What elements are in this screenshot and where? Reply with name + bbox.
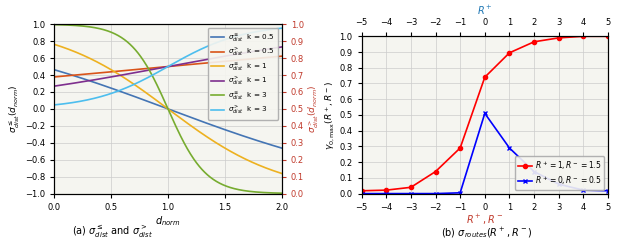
$R^+=1, R^-=1.5$ — [604, 35, 612, 38]
$\sigma^{\leq}_{dist}$  k = 0.5 — [159, 105, 166, 108]
$\sigma^{>}_{dist}$  k = 1 — [186, 61, 193, 64]
$R^+=1, R^-=1.5$ — [382, 189, 390, 192]
$\sigma^{>}_{dist}$  k = 1 — [173, 63, 181, 66]
$R^+=1, R^-=1.5$ — [407, 186, 415, 189]
$\sigma^{>}_{dist}$  k = 0.5 — [237, 58, 244, 61]
X-axis label: $R^+$: $R^+$ — [477, 4, 493, 17]
$\sigma^{>}_{dist}$  k = 3 — [160, 68, 168, 70]
Line: $\sigma^{>}_{dist}$  k = 1: $\sigma^{>}_{dist}$ k = 1 — [54, 47, 282, 86]
$\sigma^{\leq}_{dist}$  k = 0.5 — [51, 68, 58, 71]
$\sigma^{>}_{dist}$  k = 1 — [272, 46, 280, 49]
$R^+=0, R^-=0.5$ — [481, 112, 489, 115]
$\sigma^{\leq}_{dist}$  k = 0.5 — [278, 147, 285, 150]
$\sigma^{\leq}_{dist}$  k = 1 — [160, 104, 168, 107]
$\sigma^{>}_{dist}$  k = 0.5 — [186, 63, 193, 66]
X-axis label: $d_{norm}$: $d_{norm}$ — [155, 214, 181, 228]
$R^+=0, R^-=0.5$ — [506, 146, 513, 149]
$\sigma^{>}_{dist}$  k = 0.5 — [160, 66, 168, 68]
$R^+=0, R^-=0.5$ — [580, 189, 588, 192]
$R^+=0, R^-=0.5$ — [555, 183, 563, 186]
$\sigma^{\leq}_{dist}$  k = 1 — [173, 114, 181, 117]
Line: $\sigma^{>}_{dist}$  k = 0.5: $\sigma^{>}_{dist}$ k = 0.5 — [54, 56, 282, 77]
$\sigma^{>}_{dist}$  k = 1 — [51, 85, 58, 88]
$\sigma^{\leq}_{dist}$  k = 3 — [159, 95, 166, 98]
Line: $\sigma^{>}_{dist}$  k = 3: $\sigma^{>}_{dist}$ k = 3 — [54, 28, 282, 105]
$\sigma^{>}_{dist}$  k = 1 — [159, 66, 166, 69]
$\sigma^{>}_{dist}$  k = 0.5 — [278, 55, 285, 58]
$\sigma^{\leq}_{dist}$  k = 0.5 — [237, 134, 244, 136]
Text: (b) $\sigma_{routes}(R^+, R^-)$: (b) $\sigma_{routes}(R^+, R^-)$ — [441, 225, 532, 240]
$\sigma^{\leq}_{dist}$  k = 1 — [159, 103, 166, 106]
$R^+=1, R^-=1.5$ — [555, 36, 563, 39]
$\sigma^{>}_{dist}$  k = 1 — [160, 66, 168, 69]
$\sigma^{>}_{dist}$  k = 0.5 — [51, 76, 58, 78]
$R^+=0, R^-=0.5$ — [530, 170, 538, 173]
$\sigma^{\leq}_{dist}$  k = 1 — [186, 123, 193, 126]
$\sigma^{\leq}_{dist}$  k = 1 — [51, 43, 58, 46]
$\sigma^{>}_{dist}$  k = 1 — [237, 52, 244, 55]
Legend: $R^+=1, R^-=1.5$, $R^+=0, R^-=0.5$: $R^+=1, R^-=1.5$, $R^+=0, R^-=0.5$ — [515, 156, 604, 190]
$\sigma^{\leq}_{dist}$  k = 3 — [237, 189, 244, 191]
$\sigma^{\leq}_{dist}$  k = 1 — [278, 172, 285, 175]
Line: $R^+=0, R^-=0.5$: $R^+=0, R^-=0.5$ — [359, 111, 611, 196]
$\sigma^{>}_{dist}$  k = 3 — [159, 68, 166, 71]
$\sigma^{\leq}_{dist}$  k = 1 — [237, 155, 244, 158]
$\sigma^{\leq}_{dist}$  k = 0.5 — [272, 145, 280, 148]
$R^+=1, R^-=1.5$ — [506, 51, 513, 54]
$\sigma^{\leq}_{dist}$  k = 3 — [51, 23, 58, 26]
$R^+=0, R^-=0.5$ — [431, 192, 439, 195]
$\sigma^{>}_{dist}$  k = 3 — [278, 27, 285, 30]
Legend: $\sigma^{\leq}_{dist}$  k = 0.5, $\sigma^{>}_{dist}$  k = 0.5, $\sigma^{\leq}_{d: $\sigma^{\leq}_{dist}$ k = 0.5, $\sigma^… — [208, 28, 278, 120]
$R^+=1, R^-=1.5$ — [358, 189, 365, 192]
$\sigma^{>}_{dist}$  k = 3 — [173, 60, 181, 63]
Line: $R^+=1, R^-=1.5$: $R^+=1, R^-=1.5$ — [360, 34, 610, 193]
$\sigma^{>}_{dist}$  k = 0.5 — [272, 55, 280, 58]
$\sigma^{>}_{dist}$  k = 3 — [237, 34, 244, 37]
$\sigma^{\leq}_{dist}$  k = 3 — [272, 192, 280, 195]
$\sigma^{\leq}_{dist}$  k = 0.5 — [160, 106, 168, 109]
$\sigma^{\leq}_{dist}$  k = 0.5 — [173, 111, 181, 114]
Line: $\sigma^{\leq}_{dist}$  k = 0.5: $\sigma^{\leq}_{dist}$ k = 0.5 — [54, 70, 282, 148]
Line: $\sigma^{\leq}_{dist}$  k = 1: $\sigma^{\leq}_{dist}$ k = 1 — [54, 44, 282, 174]
$\sigma^{\leq}_{dist}$  k = 1 — [272, 170, 280, 173]
$\sigma^{>}_{dist}$  k = 3 — [51, 103, 58, 106]
$\sigma^{\leq}_{dist}$  k = 3 — [160, 98, 168, 101]
$R^+=1, R^-=1.5$ — [456, 146, 464, 149]
$\sigma^{>}_{dist}$  k = 0.5 — [173, 64, 181, 67]
Y-axis label: $\sigma^{>}_{dist}(d_{norm})$: $\sigma^{>}_{dist}(d_{norm})$ — [307, 85, 321, 133]
$\sigma^{\leq}_{dist}$  k = 0.5 — [186, 115, 193, 118]
$R^+=0, R^-=0.5$ — [382, 192, 390, 195]
$\sigma^{>}_{dist}$  k = 3 — [186, 53, 193, 56]
$\sigma^{\leq}_{dist}$  k = 3 — [186, 151, 193, 154]
Y-axis label: $\gamma_{0,\max}(R^+, R^-)$: $\gamma_{0,\max}(R^+, R^-)$ — [323, 80, 337, 150]
$R^+=1, R^-=1.5$ — [431, 170, 439, 173]
$R^+=0, R^-=0.5$ — [456, 191, 464, 194]
$R^+=1, R^-=1.5$ — [481, 76, 489, 79]
$\sigma^{>}_{dist}$  k = 0.5 — [159, 66, 166, 68]
$R^+=0, R^-=0.5$ — [358, 192, 365, 195]
$R^+=0, R^-=0.5$ — [604, 189, 612, 192]
X-axis label: $R^+, R^-$: $R^+, R^-$ — [467, 213, 503, 227]
Y-axis label: $\sigma^{\leq}_{dist}(d_{norm})$: $\sigma^{\leq}_{dist}(d_{norm})$ — [8, 85, 22, 133]
$R^+=0, R^-=0.5$ — [407, 192, 415, 195]
$R^+=1, R^-=1.5$ — [530, 40, 538, 43]
$R^+=1, R^-=1.5$ — [580, 35, 588, 38]
$\sigma^{>}_{dist}$  k = 3 — [272, 27, 280, 30]
Text: (a) $\sigma^{\leq}_{dist}$ and $\sigma^{>}_{dist}$: (a) $\sigma^{\leq}_{dist}$ and $\sigma^{… — [72, 223, 152, 240]
Line: $\sigma^{\leq}_{dist}$  k = 3: $\sigma^{\leq}_{dist}$ k = 3 — [54, 25, 282, 193]
$\sigma^{>}_{dist}$  k = 1 — [278, 45, 285, 48]
$\sigma^{\leq}_{dist}$  k = 3 — [173, 128, 181, 131]
$\sigma^{\leq}_{dist}$  k = 3 — [278, 192, 285, 195]
